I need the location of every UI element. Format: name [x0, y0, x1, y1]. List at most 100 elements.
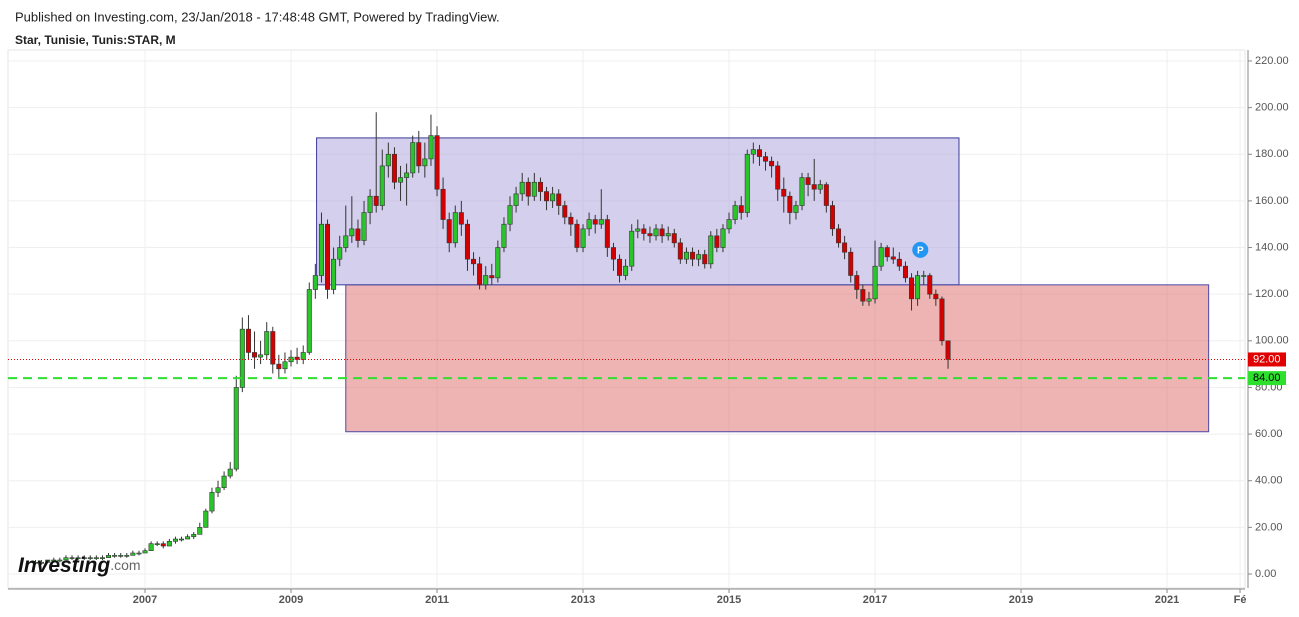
candle-body [696, 254, 702, 260]
candle-body [361, 212, 367, 241]
candle-body [738, 205, 744, 213]
candle-body [452, 212, 458, 244]
candle-body [373, 195, 379, 206]
candle-body [915, 275, 921, 300]
logo-suffix: .com [110, 557, 140, 573]
price-label-box [1248, 352, 1286, 367]
candle-body [683, 251, 689, 260]
candle-body [221, 475, 227, 489]
candle-body [653, 228, 659, 237]
candle-body [239, 328, 245, 388]
candle-body [69, 557, 75, 559]
candle-body [416, 142, 422, 167]
candle-body [458, 212, 464, 225]
x-tick-label: 2021 [1155, 594, 1179, 606]
y-tick-label: 100.00 [1255, 335, 1289, 347]
x-tick-label: 2019 [1009, 594, 1033, 606]
candle-body [629, 230, 635, 267]
candle-body [842, 242, 848, 253]
candle-body [57, 559, 63, 562]
candle-body [172, 538, 178, 542]
candle-body [258, 354, 264, 358]
candle-body [550, 193, 556, 202]
candle-body [562, 205, 568, 218]
candle-body [325, 223, 331, 290]
candle-body [598, 219, 604, 225]
candle-body [227, 468, 233, 477]
candle-body [367, 195, 373, 213]
y-tick-label: 20.00 [1255, 521, 1283, 533]
y-tick-label: 120.00 [1255, 288, 1289, 300]
candle-body [440, 188, 446, 220]
candle-body [337, 247, 343, 260]
candle-body [933, 293, 939, 300]
y-tick-label: 40.00 [1255, 475, 1283, 487]
candle-body [331, 258, 337, 290]
candle-body [312, 275, 318, 290]
candle-body [179, 538, 185, 541]
candle-body [489, 275, 495, 279]
candle-body [264, 331, 270, 356]
candle-body [829, 205, 835, 230]
candle-body [592, 219, 598, 225]
candle-body [404, 172, 410, 178]
candle-body [720, 228, 726, 248]
candle-body [769, 160, 775, 167]
candle-body [878, 247, 884, 267]
candle-body [142, 550, 148, 554]
candle-body [294, 356, 300, 360]
candle-body [300, 352, 306, 360]
candle-body [252, 352, 258, 358]
candle-body [556, 193, 562, 206]
candle-body [763, 156, 769, 162]
candle-body [939, 298, 945, 342]
candle-body [744, 153, 750, 213]
candle-body [422, 158, 428, 167]
candle-body [245, 328, 251, 353]
candle-body [580, 228, 586, 248]
candle-body [708, 235, 714, 265]
candle-body [884, 247, 890, 258]
candle-body [209, 492, 215, 512]
candle-body [519, 181, 525, 195]
candle-body [921, 275, 927, 277]
candle-body [726, 219, 732, 230]
candle-body [799, 177, 805, 206]
candle-body [817, 184, 823, 190]
candle-body [665, 233, 671, 237]
x-tick-label: 2017 [863, 594, 887, 606]
candle-body [902, 265, 908, 279]
candle-body [714, 235, 720, 248]
candle-body [641, 228, 647, 234]
candle-body [270, 331, 276, 365]
y-tick-label: 60.00 [1255, 428, 1283, 440]
y-tick-label: 0.00 [1255, 568, 1276, 580]
candle-body [471, 258, 477, 265]
candle-body [525, 181, 531, 197]
candle-body [787, 195, 793, 213]
candle-body [233, 387, 239, 470]
candle-body [306, 289, 312, 353]
candle-body [513, 193, 519, 206]
marker [912, 241, 929, 258]
candle-body [702, 254, 708, 265]
symbol-title: Star, Tunisie, Tunis:STAR, M [15, 33, 176, 47]
candle-body [160, 543, 166, 547]
candle-body [896, 258, 902, 267]
candle-body [355, 228, 361, 241]
candle-body [617, 258, 623, 276]
x-tick-label: 2015 [717, 594, 741, 606]
candle-body [750, 149, 756, 155]
candle-body [318, 223, 324, 276]
candle-body [623, 265, 629, 276]
candle-body [464, 223, 470, 260]
candle-body [288, 356, 294, 363]
candle-body [398, 177, 404, 183]
candle-body [604, 219, 610, 248]
candle-body [671, 233, 677, 244]
candle-body [148, 543, 154, 551]
candle-body [659, 228, 665, 237]
logo: Investing.com [18, 554, 141, 577]
candle-body [93, 557, 99, 559]
